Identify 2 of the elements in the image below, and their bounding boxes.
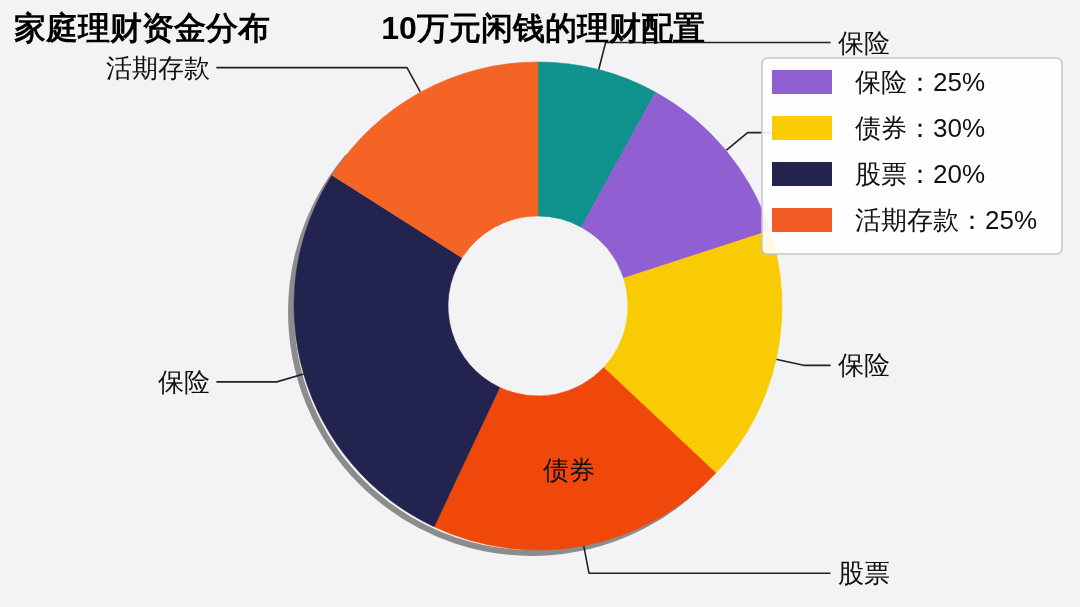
title: 家庭理财资金分布 <box>14 10 270 46</box>
subtitle: 10万元闲钱的理财配置 <box>381 10 705 46</box>
